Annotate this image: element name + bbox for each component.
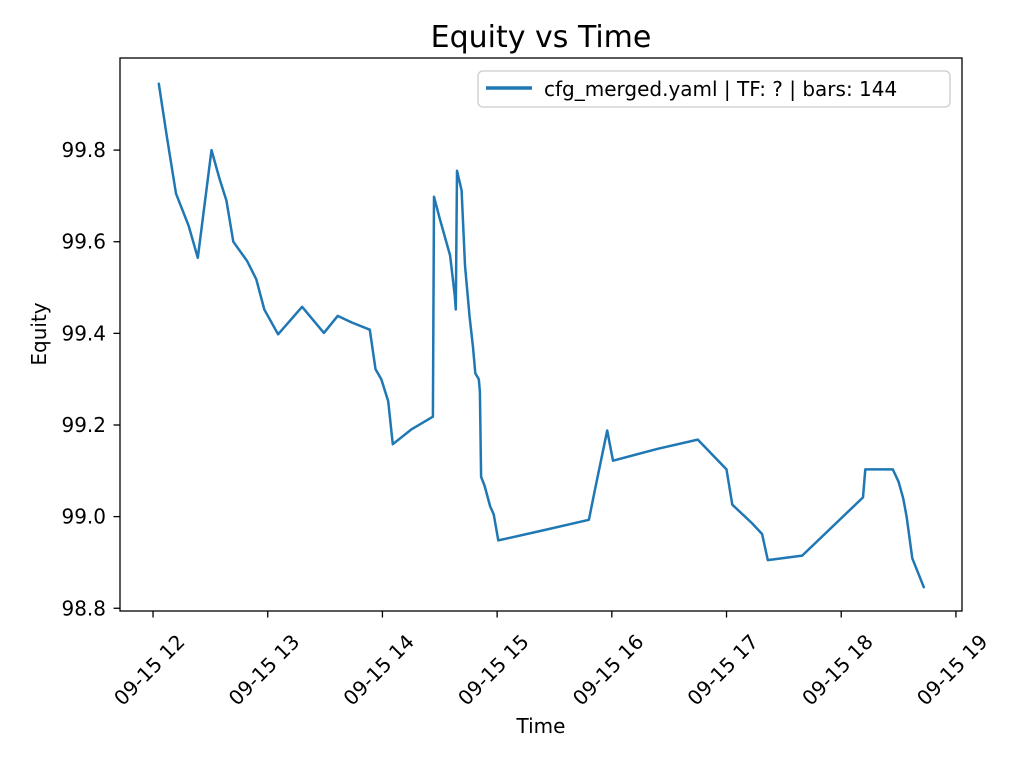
legend-entry-label: cfg_merged.yaml | TF: ? | bars: 144 <box>544 77 897 101</box>
y-axis-label: Equity <box>27 302 51 365</box>
plot-border <box>119 57 963 612</box>
x-tick-label: 09-15 17 <box>683 630 764 711</box>
y-tick-label: 99.4 <box>61 321 106 345</box>
x-tick-label: 09-15 12 <box>109 630 190 711</box>
x-tick-label: 09-15 16 <box>568 630 649 711</box>
equity-line <box>157 82 926 589</box>
x-tick-label: 09-15 18 <box>797 630 878 711</box>
y-tick-label: 99.8 <box>61 138 106 162</box>
chart-title: Equity vs Time <box>431 20 652 55</box>
x-tick-label: 09-15 15 <box>453 630 534 711</box>
legend-box <box>477 70 951 108</box>
y-tick-label: 99.2 <box>61 413 106 437</box>
y-axis-ticks: 98.8 99.0 99.2 99.4 99.6 99.8 <box>61 138 120 620</box>
x-axis-ticks: 09-15 12 09-15 13 09-15 14 09-15 15 09-15 16… <box>109 611 992 710</box>
legend: cfg_merged.yaml | TF: ? | bars: 144 <box>477 70 951 108</box>
x-tick-label: 09-15 13 <box>224 630 305 711</box>
x-tick-label: 09-15 14 <box>338 630 419 711</box>
x-axis-label: Time <box>516 714 566 738</box>
y-tick-label: 99.6 <box>61 230 106 254</box>
equity-line-series <box>157 82 926 589</box>
y-tick-label: 99.0 <box>61 505 106 529</box>
y-tick-label: 98.8 <box>61 596 106 620</box>
x-tick-label: 09-15 19 <box>912 630 993 711</box>
